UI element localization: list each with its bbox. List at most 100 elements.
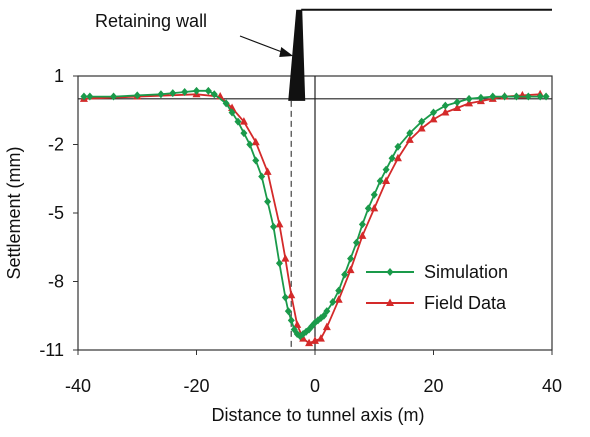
data-point — [258, 172, 266, 181]
data-point — [406, 129, 414, 138]
data-point — [370, 190, 378, 199]
data-point — [323, 307, 331, 316]
data-point — [169, 89, 177, 98]
legend-swatch-marker — [386, 268, 394, 276]
series-simulation — [80, 86, 550, 341]
y-tick-label: 1 — [54, 66, 64, 86]
data-point — [388, 154, 396, 163]
data-point — [441, 101, 449, 110]
data-point — [305, 338, 314, 347]
data-point — [157, 90, 165, 99]
data-point — [417, 124, 426, 132]
data-point — [240, 129, 248, 138]
data-point — [275, 219, 284, 228]
data-point — [110, 92, 118, 101]
annotation-arrow-head — [279, 47, 294, 57]
data-point — [453, 103, 462, 111]
retaining-wall-annotation: Retaining wall — [95, 8, 552, 350]
data-point — [246, 140, 254, 149]
data-point — [284, 307, 292, 316]
data-point — [251, 137, 260, 146]
series-line — [83, 93, 541, 345]
data-point — [293, 320, 302, 328]
data-point — [228, 108, 236, 117]
x-axis-title: Distance to tunnel axis (m) — [211, 405, 424, 425]
data-point — [346, 265, 355, 274]
legend-entry: Simulation — [366, 262, 508, 282]
data-point — [263, 167, 272, 175]
data-point — [86, 92, 94, 101]
data-point — [252, 156, 260, 165]
data-point — [393, 153, 402, 162]
data-point — [316, 334, 325, 342]
y-tick-label: -2 — [48, 135, 64, 155]
data-point — [429, 114, 438, 123]
y-axis-title: Settlement (mm) — [4, 146, 24, 279]
legend-swatch-marker — [386, 298, 394, 306]
data-point — [512, 92, 520, 101]
data-point — [382, 176, 391, 185]
x-tick-label: 0 — [310, 376, 320, 396]
data-point — [352, 238, 360, 247]
data-point — [234, 117, 242, 126]
data-point — [536, 92, 544, 101]
x-tick-label: -40 — [65, 376, 91, 396]
data-point — [394, 142, 402, 151]
data-point — [322, 322, 331, 331]
data-point — [341, 270, 349, 279]
data-point — [358, 220, 366, 229]
data-point — [441, 108, 450, 116]
data-point — [181, 87, 189, 96]
data-point — [204, 86, 212, 95]
data-point — [347, 254, 355, 263]
data-point — [210, 90, 218, 99]
data-point — [281, 293, 289, 302]
data-point — [264, 197, 272, 206]
data-point — [364, 204, 372, 213]
x-tick-label: 40 — [542, 376, 562, 396]
y-tick-label: -5 — [48, 203, 64, 223]
legend-label: Field Data — [424, 293, 507, 313]
data-point — [311, 336, 319, 344]
data-point — [376, 177, 384, 186]
data-point — [382, 165, 390, 174]
y-ticks: 1 -2 -5 -8 -11 — [39, 66, 78, 360]
data-point — [405, 135, 414, 143]
data-point — [542, 92, 550, 101]
retaining-wall-shape — [288, 9, 306, 101]
data-point — [465, 94, 473, 103]
data-point — [501, 92, 509, 101]
data-point — [477, 93, 485, 102]
legend-entry: Field Data — [366, 293, 507, 313]
data-point — [453, 98, 461, 107]
data-point — [329, 298, 337, 307]
data-point — [281, 254, 290, 262]
series-layer — [79, 86, 550, 347]
data-point — [287, 290, 296, 299]
legend: Simulation Field Data — [366, 262, 508, 313]
data-point — [222, 99, 230, 108]
y-tick-label: -11 — [39, 340, 64, 360]
data-point — [524, 92, 532, 101]
data-point — [418, 117, 426, 126]
data-point — [275, 259, 283, 268]
data-point — [270, 222, 278, 231]
retaining-wall-label: Retaining wall — [95, 11, 207, 31]
data-point — [430, 108, 437, 117]
data-point — [193, 86, 200, 95]
data-point — [239, 117, 248, 125]
data-point — [358, 231, 367, 239]
data-point — [133, 91, 141, 100]
data-point — [287, 316, 295, 325]
x-ticks: -40 -20 0 20 40 — [65, 350, 562, 396]
data-point — [335, 286, 343, 295]
data-point — [370, 203, 379, 212]
data-point — [489, 92, 497, 101]
legend-label: Simulation — [424, 262, 508, 282]
data-point — [334, 295, 343, 303]
annotation-arrow-line — [239, 35, 288, 55]
data-point — [80, 92, 88, 101]
y-tick-label: -8 — [48, 272, 64, 292]
x-tick-label: 20 — [423, 376, 443, 396]
